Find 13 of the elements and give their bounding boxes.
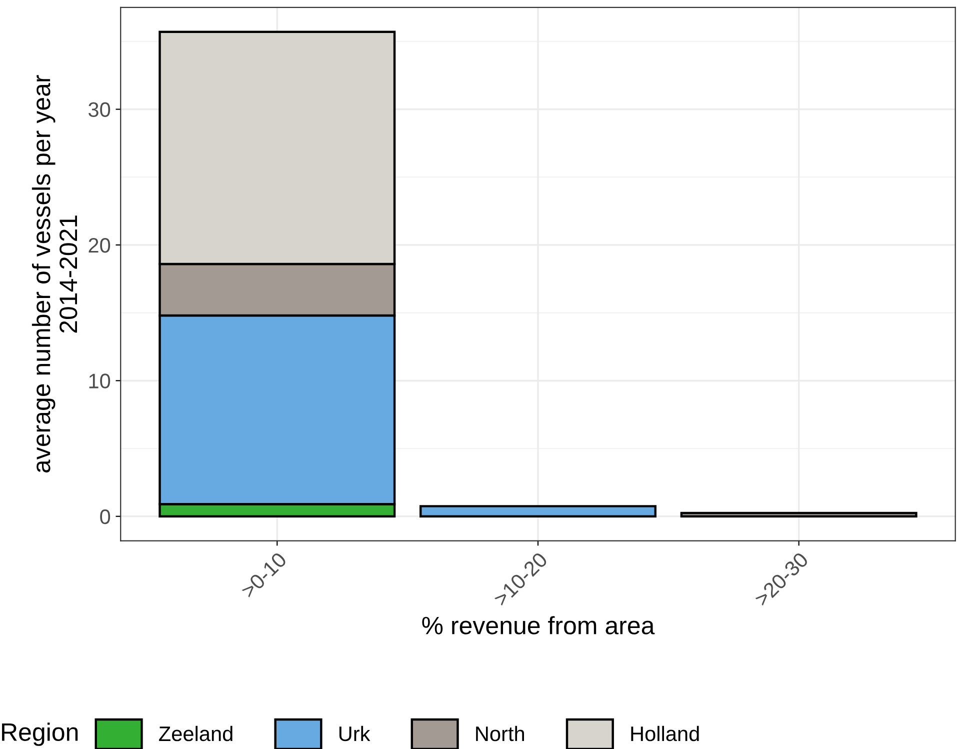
legend-label: North bbox=[476, 726, 524, 742]
x-axis-title: % revenue from area bbox=[422, 616, 655, 634]
legend-label: Urk bbox=[339, 726, 370, 742]
y-tick-label: 30 bbox=[88, 102, 110, 118]
legend-title: Region bbox=[2, 722, 78, 746]
y-tick-label: 10 bbox=[89, 374, 110, 388]
y-axis-title: average number of vessels per year 2014-2021 bbox=[32, 75, 78, 472]
legend-label: Zeeland bbox=[159, 726, 232, 742]
y-tick-label: 0 bbox=[100, 509, 110, 524]
y-tick-label: 20 bbox=[88, 238, 110, 253]
legend-label: Holland bbox=[631, 726, 699, 742]
bar bbox=[680, 512, 918, 518]
bar bbox=[419, 505, 656, 518]
